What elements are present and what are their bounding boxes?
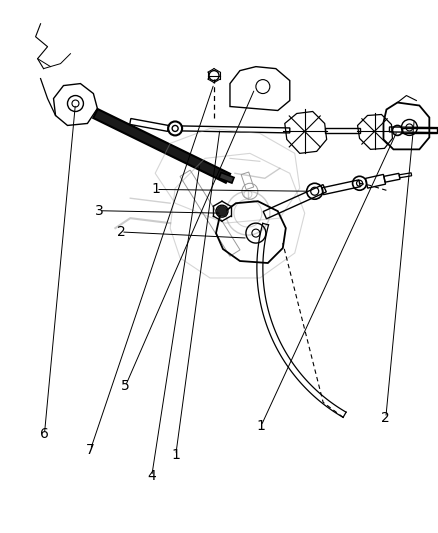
Text: 2: 2 [381,411,389,425]
Text: 7: 7 [86,443,95,457]
Text: 5: 5 [121,379,130,393]
Circle shape [216,206,226,216]
Text: 1: 1 [151,182,160,197]
Text: 4: 4 [147,470,155,483]
Text: 1: 1 [256,419,265,433]
Text: 3: 3 [95,204,103,217]
Text: 1: 1 [171,448,180,462]
Polygon shape [93,109,230,183]
Polygon shape [219,173,233,183]
Text: 2: 2 [117,225,125,239]
Text: 6: 6 [40,427,49,441]
